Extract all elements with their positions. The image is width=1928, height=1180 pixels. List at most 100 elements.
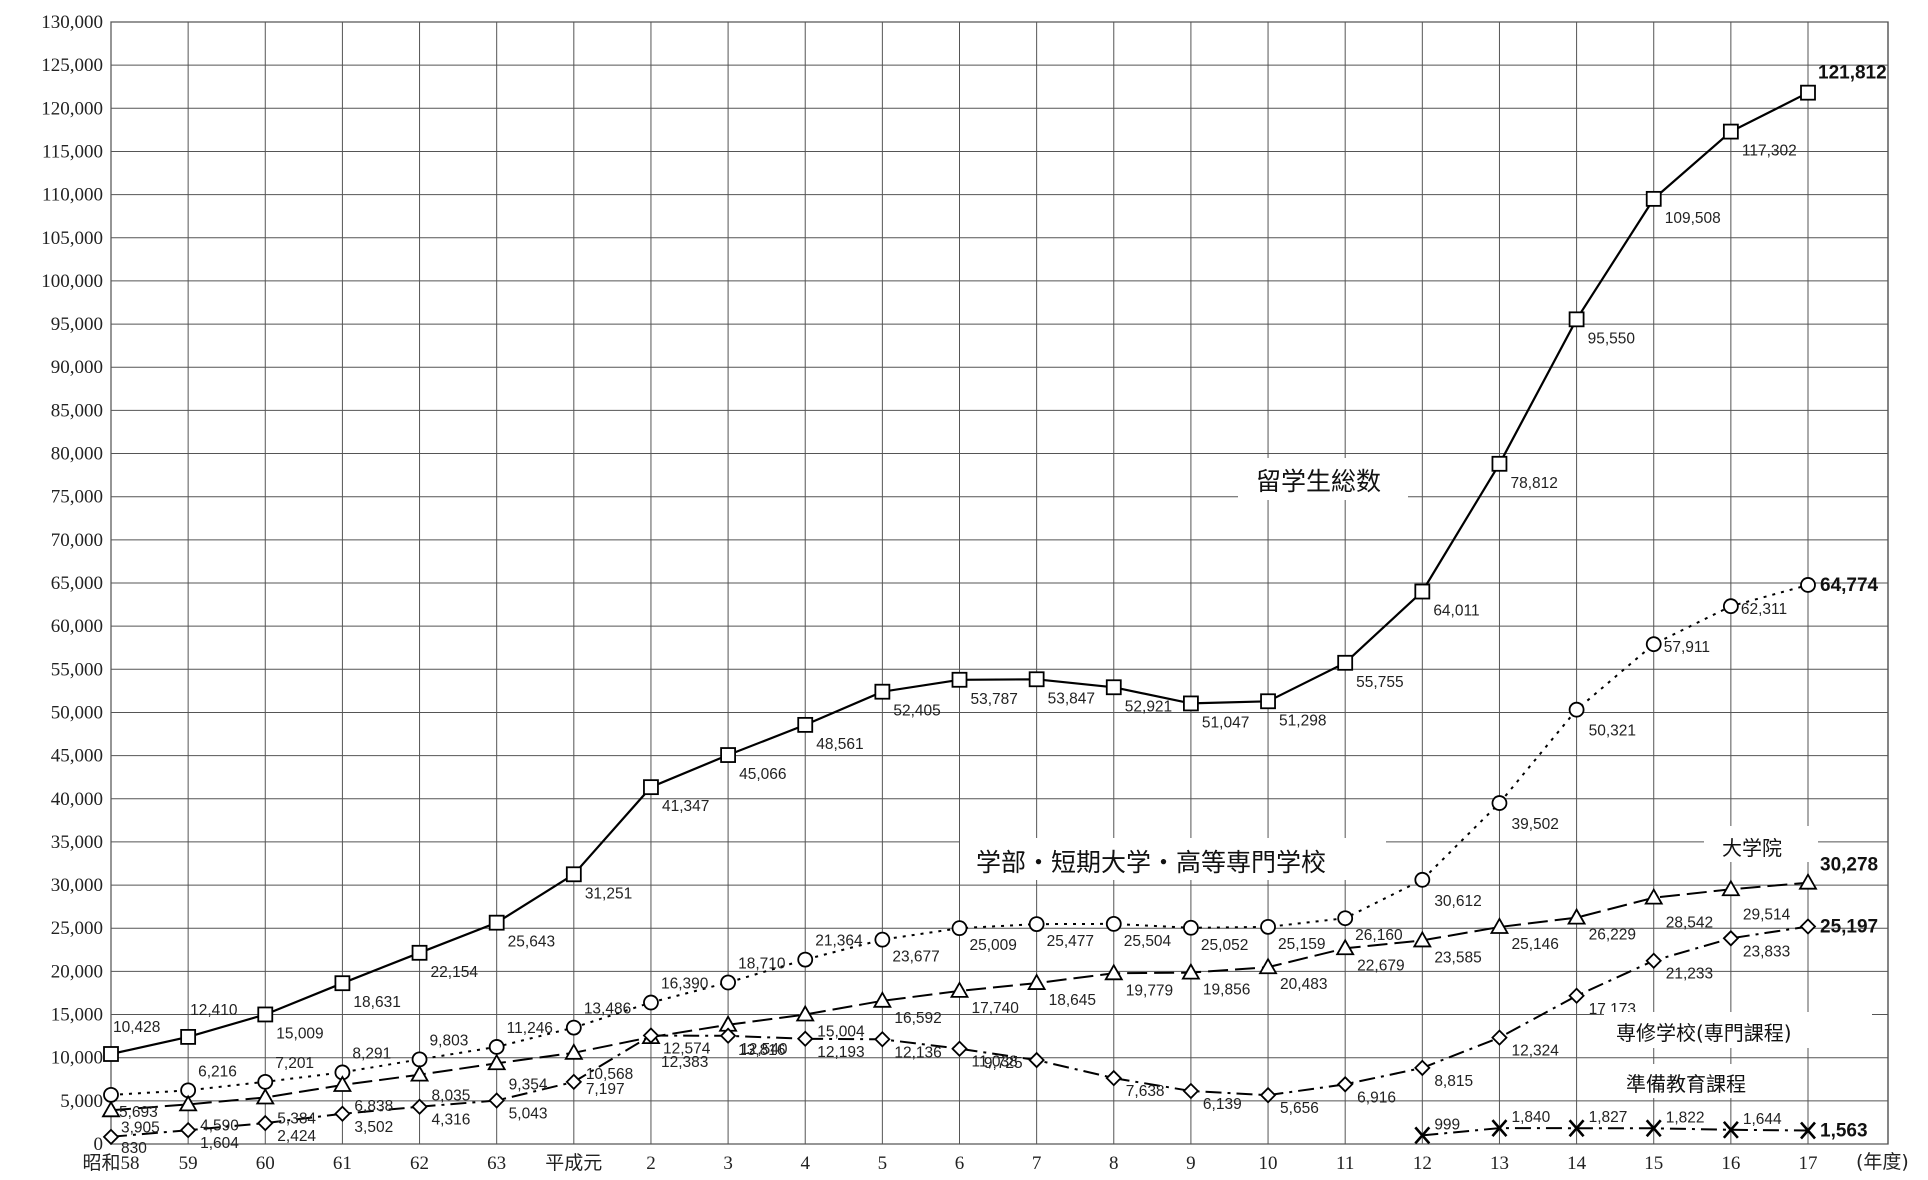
- data-label: 7,197: [586, 1081, 625, 1098]
- data-point-x: [1645, 1119, 1662, 1138]
- data-point-triangle: [1027, 973, 1047, 990]
- data-label: 25,052: [1201, 937, 1248, 954]
- data-label: 5,693: [119, 1104, 158, 1121]
- data-point-circle: [1722, 598, 1739, 615]
- data-label: 10,428: [113, 1019, 160, 1036]
- data-point-square: [1028, 671, 1045, 688]
- data-point-square: [1337, 654, 1354, 671]
- data-labels: 10,428 12,410 15,009 18,631 22,154 25,643 31,2…: [113, 63, 1887, 1157]
- data-label: 11,246: [507, 1020, 553, 1037]
- data-point-square: [1260, 693, 1276, 710]
- data-label: 57,911: [1664, 639, 1710, 656]
- x-tick-label: 4: [800, 1153, 810, 1174]
- data-point-triangle: [1258, 957, 1278, 975]
- y-tick-label: 95,000: [51, 314, 103, 335]
- data-label: 2,424: [277, 1128, 316, 1145]
- data-point-square: [180, 1028, 197, 1045]
- data-point-diamond: [179, 1121, 197, 1139]
- data-point-triangle: [178, 1094, 198, 1112]
- data-point-diamond: [642, 1027, 660, 1044]
- data-point-diamond: [874, 1030, 891, 1048]
- data-label: 8,035: [432, 1088, 471, 1105]
- data-label: 12,193: [817, 1044, 864, 1061]
- y-tick-label: 100,000: [41, 271, 103, 292]
- data-point-square: [103, 1046, 119, 1062]
- data-label: 15,009: [276, 1025, 323, 1042]
- data-point-diamond: [1722, 930, 1740, 947]
- data-point-diamond: [1491, 1029, 1508, 1046]
- series-name-preparatory: 準備教育課程: [1626, 1072, 1746, 1096]
- y-tick-label: 60,000: [51, 616, 103, 637]
- data-point-circle: [1337, 910, 1354, 927]
- data-label: 19,779: [1126, 982, 1173, 999]
- data-point-triangle: [1335, 938, 1355, 956]
- data-label: 9,725: [984, 1055, 1023, 1072]
- series-group: [101, 84, 1818, 1146]
- data-point-triangle: [564, 1042, 584, 1060]
- data-point-square: [874, 683, 891, 700]
- data-point-diamond: [1414, 1059, 1431, 1077]
- data-point-diamond: [1105, 1069, 1123, 1087]
- data-label: 6,916: [1357, 1089, 1396, 1106]
- data-point-circle: [951, 920, 968, 937]
- y-tick-label: 50,000: [51, 702, 103, 723]
- data-point-circle: [1568, 701, 1585, 718]
- y-tick-label: 25,000: [51, 918, 103, 939]
- data-point-square: [720, 747, 736, 763]
- data-label: 11,038: [972, 1054, 1018, 1071]
- data-point-circle: [1414, 871, 1431, 888]
- data-label: 7,201: [275, 1055, 314, 1072]
- data-label: 13,486: [584, 1001, 631, 1018]
- data-point-diamond: [1799, 918, 1817, 935]
- data-label: 18,645: [1049, 992, 1096, 1009]
- data-point-diamond: [1568, 987, 1585, 1005]
- x-tick-label: 17: [1799, 1153, 1818, 1174]
- data-label: 39,502: [1511, 816, 1558, 833]
- series-names: 留学生総数 学部・短期大学・高等専門学校 大学院 専修学校(専門課程) 準備教育…: [960, 458, 1872, 1098]
- data-label: 1,827: [1589, 1109, 1628, 1126]
- series-3: [102, 918, 1817, 1146]
- data-point-triangle: [255, 1087, 275, 1105]
- data-point-diamond: [951, 1040, 968, 1058]
- data-label: 53,847: [1048, 690, 1095, 707]
- data-point-diamond: [411, 1098, 428, 1116]
- data-point-x: [1722, 1120, 1739, 1139]
- data-point-diamond: [1182, 1082, 1200, 1100]
- data-point-x: [1414, 1126, 1431, 1145]
- data-label: 8,815: [1434, 1073, 1473, 1090]
- data-label: 25,146: [1511, 936, 1558, 953]
- data-point-circle: [797, 951, 814, 968]
- data-point-diamond: [488, 1092, 505, 1109]
- data-label: 7,638: [1126, 1083, 1165, 1100]
- data-label: 23,585: [1434, 949, 1481, 966]
- data-label: 25,197: [1820, 917, 1878, 938]
- data-label: 25,477: [1047, 933, 1094, 950]
- x-tick-label: 7: [1032, 1153, 1042, 1174]
- data-label: 1,644: [1743, 1111, 1782, 1128]
- data-label: 45,066: [739, 766, 786, 783]
- data-label: 10,568: [586, 1066, 633, 1083]
- data-label: 30,278: [1820, 855, 1878, 876]
- data-point-circle: [1800, 577, 1816, 593]
- y-tick-label: 65,000: [51, 573, 103, 594]
- data-point-triangle: [795, 1004, 815, 1022]
- data-label: 12,574: [663, 1040, 711, 1057]
- data-label: 3,905: [121, 1119, 160, 1136]
- x-tick-label: 15: [1644, 1153, 1663, 1174]
- data-label: 22,679: [1357, 957, 1404, 974]
- data-label: 52,921: [1125, 698, 1172, 715]
- series-line: [1422, 1127, 1809, 1137]
- data-point-triangle: [101, 1100, 121, 1118]
- data-label: 12,383: [661, 1054, 708, 1071]
- data-point-diamond: [1259, 1086, 1277, 1104]
- x-tick-label: 61: [333, 1153, 352, 1174]
- data-label: 31,251: [585, 885, 632, 902]
- data-point-circle: [874, 931, 891, 948]
- data-point-circle: [1105, 915, 1122, 932]
- data-label: 15,004: [817, 1024, 865, 1041]
- data-label: 12,136: [894, 1044, 941, 1061]
- data-label: 9,354: [509, 1076, 548, 1093]
- data-point-triangle: [332, 1075, 352, 1092]
- data-label: 64,011: [1433, 603, 1479, 620]
- series-0: [103, 84, 1816, 1062]
